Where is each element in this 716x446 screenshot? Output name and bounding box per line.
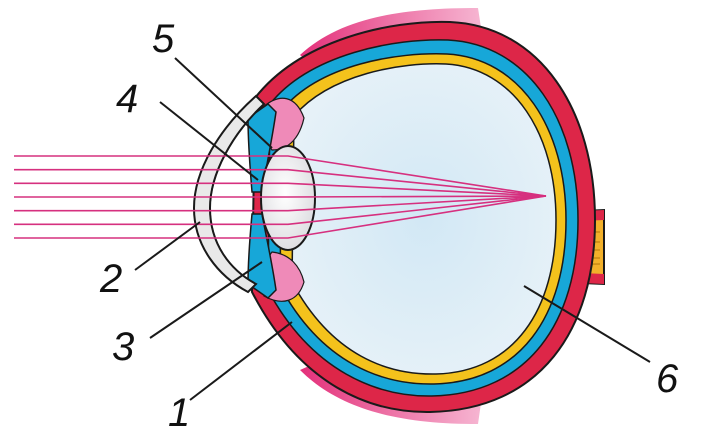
light-ray bbox=[14, 195, 547, 239]
vitreous-body bbox=[291, 63, 557, 375]
leader-line-5 bbox=[174, 57, 273, 149]
light-rays bbox=[14, 155, 547, 239]
light-ray bbox=[14, 155, 547, 197]
leader-line-2 bbox=[134, 221, 201, 271]
light-ray bbox=[14, 195, 547, 226]
label-6: 6 bbox=[656, 357, 679, 401]
label-3: 3 bbox=[112, 325, 134, 369]
label-2: 2 bbox=[99, 257, 122, 301]
light-ray bbox=[14, 168, 547, 197]
leader-line-6 bbox=[523, 285, 651, 363]
label-4: 4 bbox=[116, 77, 138, 121]
light-ray bbox=[14, 195, 547, 212]
leader-line-1 bbox=[189, 321, 293, 401]
anterior-chamber-outline bbox=[209, 103, 265, 285]
leader-line-4 bbox=[159, 101, 259, 181]
leader-line-3 bbox=[149, 261, 263, 339]
label-1: 1 bbox=[168, 391, 190, 435]
light-ray bbox=[14, 195, 547, 198]
label-5: 5 bbox=[152, 17, 175, 61]
leader-lines bbox=[134, 57, 651, 401]
light-ray bbox=[14, 182, 547, 197]
